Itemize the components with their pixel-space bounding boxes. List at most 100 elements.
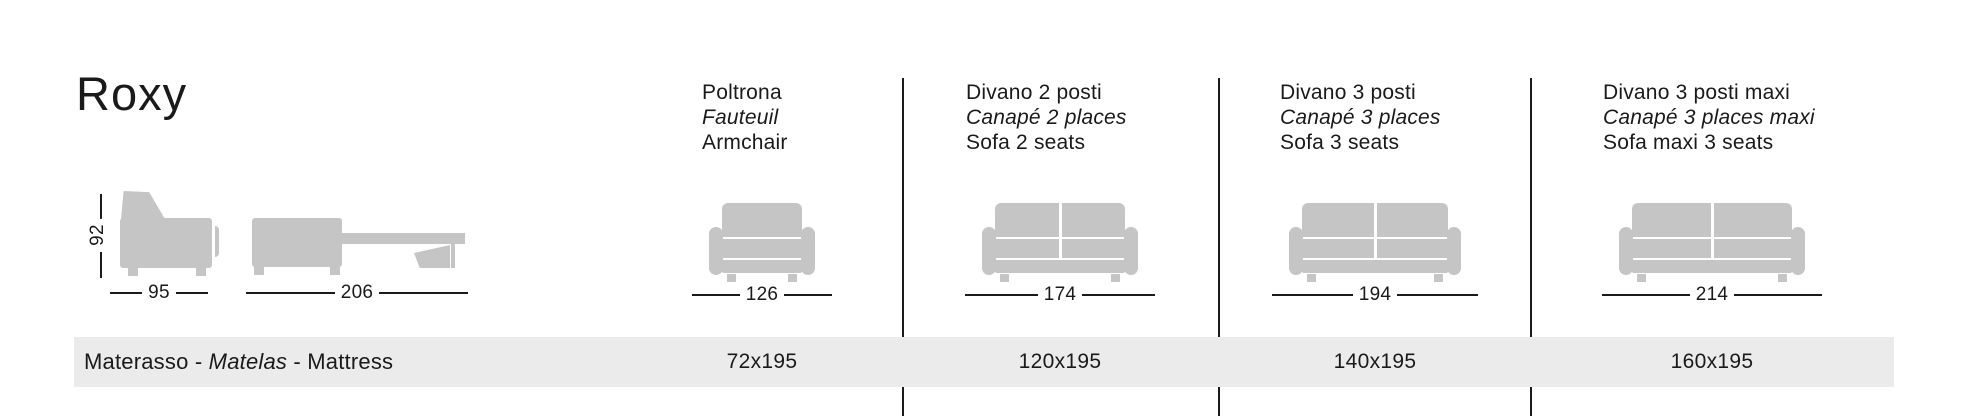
seat [1632, 239, 1792, 258]
open-depth-dimension: 206 [246, 282, 469, 304]
product-name-english: Sofa 2 seats [966, 131, 1086, 154]
dimension-line [379, 292, 469, 294]
mattress-row: Materasso - Matelas - Mattress 72x195 12… [74, 337, 1894, 387]
dimension-line [692, 294, 740, 296]
seat [722, 239, 802, 258]
mattress-label-english: Mattress [307, 349, 394, 374]
front-rail [722, 260, 802, 273]
product-name-french: Canapé 3 places maxi [1603, 106, 1815, 129]
mattress-size-sofa-3-seats-maxi: 160x195 [1670, 350, 1754, 373]
dimension-line [784, 294, 833, 296]
front-rail [1632, 260, 1792, 273]
mattress-label-separator: - [188, 349, 209, 374]
armrest [801, 227, 815, 275]
product-name-english: Sofa 3 seats [1280, 131, 1400, 154]
sofa-bed-platform [342, 233, 465, 244]
product-name-english: Sofa maxi 3 seats [1603, 131, 1774, 154]
foot [1637, 274, 1646, 282]
height-dimension-line-top [100, 194, 102, 219]
product-name-french: Canapé 2 places [966, 106, 1127, 129]
mattress-size-sofa-3-seats: 140x195 [1333, 350, 1417, 373]
column-divider [1530, 78, 1532, 416]
back-cushion [1061, 203, 1125, 237]
armrest [982, 227, 996, 275]
product-heading: Divano 3 posti maxi Canapé 3 places maxi… [1603, 80, 1822, 155]
product-column-sofa-2-seats: Divano 2 posti Canapé 2 places Sofa 2 se… [965, 80, 1156, 380]
front-rail [1302, 260, 1448, 273]
height-dimension-value: 92 [87, 219, 109, 251]
armrest [1447, 227, 1461, 275]
product-column-sofa-3-seats-maxi: Divano 3 posti maxi Canapé 3 places maxi… [1602, 80, 1823, 380]
width-dimension: 126 [692, 284, 833, 306]
backrest [995, 203, 1125, 237]
sofa-2-seats-front-icon [982, 203, 1138, 282]
product-column-sofa-3-seats: Divano 3 posti Canapé 3 places Sofa 3 se… [1272, 80, 1479, 380]
mattress-label-french: Matelas [208, 349, 288, 374]
foot [1434, 274, 1443, 282]
seat-cushion [1713, 239, 1792, 258]
open-depth-value: 206 [340, 282, 374, 303]
foot [1000, 274, 1009, 282]
foot [1307, 274, 1316, 282]
armrest [1289, 227, 1303, 275]
width-value: 194 [1358, 284, 1392, 305]
sofa-bed-folded-leg [414, 245, 450, 268]
width-dimension: 214 [1602, 284, 1823, 306]
back-cushion [995, 203, 1059, 237]
armrest [1124, 227, 1138, 275]
armchair-side-view-icon [121, 191, 165, 219]
armchair-side-front-edge [215, 226, 219, 257]
width-value: 174 [1043, 284, 1077, 305]
seat-cushion [1376, 239, 1448, 258]
back-cushion [1713, 203, 1792, 237]
back-cushion [1302, 203, 1374, 237]
product-heading: Divano 2 posti Canapé 2 places Sofa 2 se… [966, 80, 1155, 155]
armchair-foot [128, 268, 138, 276]
closed-depth-value: 95 [148, 282, 170, 303]
seat [1302, 239, 1448, 258]
height-dimension-line-bottom [100, 252, 102, 278]
mattress-label-italian: Materasso [84, 349, 189, 374]
armchair-side-body [120, 218, 212, 268]
dimension-line [1397, 294, 1479, 296]
width-dimension: 194 [1272, 284, 1479, 306]
column-divider [1218, 78, 1220, 416]
product-name-french: Canapé 3 places [1280, 106, 1441, 129]
mattress-label-separator: - [287, 349, 308, 374]
column-divider [902, 78, 904, 416]
dimension-line [965, 294, 1038, 296]
dimension-line [175, 292, 209, 294]
seat-cushion [1061, 239, 1125, 258]
back-cushion [1632, 203, 1711, 237]
product-name-french: Fauteuil [702, 106, 779, 129]
armchair-foot [196, 268, 206, 276]
product-name-italian: Divano 3 posti maxi [1603, 81, 1791, 104]
armrest [709, 227, 723, 275]
dimension-line [110, 292, 143, 294]
sofa-3-seats-maxi-front-icon [1619, 203, 1805, 282]
product-column-armchair: Poltrona Fauteuil Armchair 126 [687, 80, 837, 380]
closed-depth-dimension: 95 [110, 282, 209, 304]
back-cushion [722, 203, 802, 237]
product-heading: Poltrona Fauteuil Armchair [702, 80, 837, 155]
armrest [1791, 227, 1805, 275]
foot [788, 274, 797, 282]
page-title: Roxy [76, 67, 188, 120]
dimension-line [1734, 294, 1823, 296]
seat-cushion [1302, 239, 1374, 258]
product-name-italian: Divano 3 posti [1280, 81, 1416, 104]
seat-cushion [995, 239, 1059, 258]
sofa-bed-foot [254, 267, 264, 275]
sofa-bed-open-side-view-icon [252, 218, 342, 267]
foot [1778, 274, 1787, 282]
dimension-line [1272, 294, 1353, 296]
seat-cushion [722, 239, 802, 258]
product-heading: Divano 3 posti Canapé 3 places Sofa 3 se… [1280, 80, 1470, 155]
product-name-italian: Poltrona [702, 81, 782, 104]
mattress-row-label: Materasso - Matelas - Mattress [74, 349, 393, 375]
seat-cushion [1632, 239, 1711, 258]
product-name-english: Armchair [702, 131, 788, 154]
sofa-bed-foot [330, 267, 340, 275]
foot [1111, 274, 1120, 282]
